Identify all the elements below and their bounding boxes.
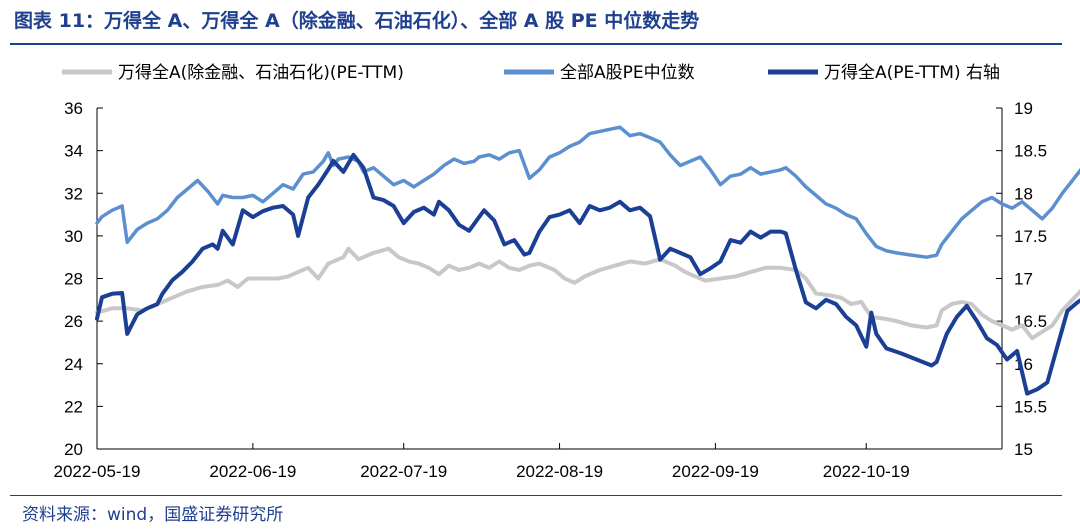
x-tick-label: 2022-07-19 bbox=[360, 462, 447, 481]
y-left-tick-label: 26 bbox=[64, 312, 83, 331]
x-tick-label: 2022-10-19 bbox=[823, 462, 910, 481]
y-left-tick-label: 32 bbox=[64, 184, 83, 203]
title-rule bbox=[10, 43, 1062, 45]
legend-label-2: 全部A股PE中位数 bbox=[560, 63, 695, 83]
y-left-tick-label: 28 bbox=[64, 270, 83, 289]
x-tick-label: 2022-08-19 bbox=[516, 462, 603, 481]
source-note: 资料来源：wind，国盛证券研究所 bbox=[22, 505, 284, 525]
chart-title: 图表 11：万得全 A、万得全 A（除金融、石油石化）、全部 A 股 PE 中位… bbox=[14, 10, 700, 32]
y-right-tick-label: 19 bbox=[1014, 99, 1033, 118]
legend: 万得全A(除金融、石油石化)(PE-TTM) 全部A股PE中位数 万得全A(PE-T… bbox=[62, 63, 1000, 83]
legend-label-1: 万得全A(除金融、石油石化)(PE-TTM) bbox=[118, 63, 404, 83]
x-tick-label: 2022-06-19 bbox=[209, 462, 296, 481]
series-layer bbox=[95, 125, 1080, 396]
series-line-1 bbox=[95, 246, 1080, 341]
y-right-tick-label: 15.5 bbox=[1014, 397, 1047, 416]
y-right-tick-label: 18.5 bbox=[1014, 142, 1047, 161]
x-tick-label: 2022-09-19 bbox=[672, 462, 759, 481]
y-right-tick-label: 15 bbox=[1014, 440, 1033, 459]
line-chart: 万得全A(除金融、石油石化)(PE-TTM) 全部A股PE中位数 万得全A(PE-T… bbox=[54, 63, 1080, 481]
y-left-tick-label: 36 bbox=[64, 99, 83, 118]
series-line-2 bbox=[95, 125, 1080, 259]
x-tick-label: 2022-05-19 bbox=[54, 462, 141, 481]
y-left-tick-label: 34 bbox=[64, 142, 83, 161]
footer-rule bbox=[10, 495, 1062, 496]
y-left-tick-label: 30 bbox=[64, 227, 83, 246]
y-right-tick-label: 17.5 bbox=[1014, 227, 1047, 246]
axes: 2022242628303234361515.51616.51717.51818… bbox=[54, 99, 1048, 481]
y-left-tick-label: 24 bbox=[64, 355, 83, 374]
y-left-tick-label: 22 bbox=[64, 397, 83, 416]
series-line-3 bbox=[95, 152, 1080, 396]
legend-label-3: 万得全A(PE-TTM) 右轴 bbox=[824, 63, 1000, 83]
y-right-tick-label: 17 bbox=[1014, 270, 1033, 289]
y-left-tick-label: 20 bbox=[64, 440, 83, 459]
y-right-tick-label: 18 bbox=[1014, 184, 1033, 203]
